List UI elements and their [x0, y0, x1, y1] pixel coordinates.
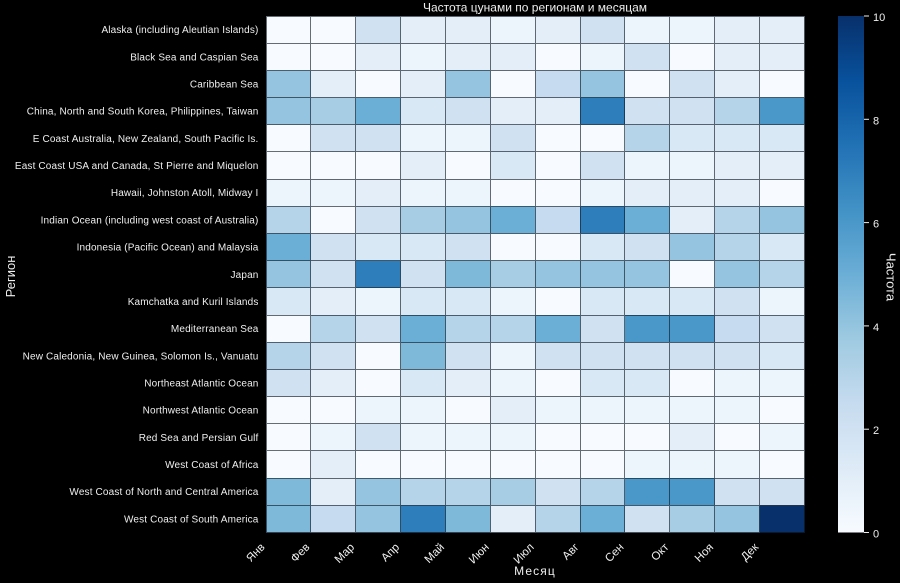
svg-text:Indonesia (Pacific Ocean) and: Indonesia (Pacific Ocean) and Malaysia: [77, 243, 259, 254]
svg-text:West Coast of South America: West Coast of South America: [124, 514, 259, 525]
svg-text:8: 8: [873, 115, 879, 127]
svg-text:Japan: Japan: [231, 270, 259, 281]
svg-text:Mediterranean Sea: Mediterranean Sea: [171, 324, 259, 335]
svg-text:Kamchatka and Kuril Islands: Kamchatka and Kuril Islands: [128, 297, 259, 308]
svg-text:Регион: Регион: [3, 256, 18, 298]
svg-text:Частота цунами по регионам и м: Частота цунами по регионам и месяцам: [423, 1, 647, 15]
svg-text:Indian Ocean (including west c: Indian Ocean (including west coast of Au…: [41, 215, 259, 226]
svg-text:West Coast of Africa: West Coast of Africa: [165, 460, 259, 471]
svg-text:Northwest Atlantic Ocean: Northwest Atlantic Ocean: [143, 406, 259, 417]
svg-text:E Coast Australia, New Zealand: E Coast Australia, New Zealand, South Pa…: [33, 134, 259, 145]
svg-text:Alaska (including Aleutian Isl: Alaska (including Aleutian Islands): [101, 25, 258, 36]
svg-text:China, North and South Korea,: China, North and South Korea, Philippine…: [27, 107, 259, 118]
svg-text:West Coast of North and Centra: West Coast of North and Central America: [69, 487, 258, 498]
svg-text:Red Sea and Persian Gulf: Red Sea and Persian Gulf: [139, 433, 259, 444]
svg-text:Caribbean Sea: Caribbean Sea: [190, 80, 259, 91]
svg-text:Northeast Atlantic Ocean: Northeast Atlantic Ocean: [144, 379, 258, 390]
svg-text:4: 4: [873, 322, 879, 334]
svg-text:Hawaii, Johnston Atoll, Midway: Hawaii, Johnston Atoll, Midway I: [111, 188, 259, 199]
svg-text:0: 0: [873, 529, 879, 541]
svg-text:East Coast USA and Canada, St: East Coast USA and Canada, St Pierre and…: [15, 161, 259, 172]
svg-text:2: 2: [873, 425, 879, 437]
svg-text:Black Sea and Caspian Sea: Black Sea and Caspian Sea: [130, 52, 259, 63]
svg-text:New Caledonia, New Guinea, Sol: New Caledonia, New Guinea, Solomon Is., …: [23, 351, 259, 362]
svg-text:6: 6: [873, 219, 879, 231]
svg-text:Частота: Частота: [884, 253, 899, 302]
svg-text:10: 10: [873, 12, 885, 24]
svg-text:Месяц: Месяц: [514, 564, 556, 578]
